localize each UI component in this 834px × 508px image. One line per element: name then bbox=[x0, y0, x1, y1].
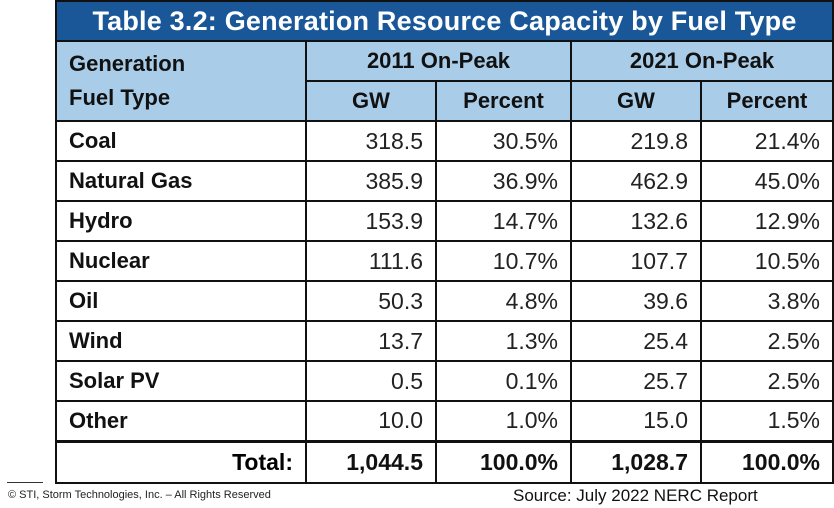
subheader-gw-2021: GW bbox=[570, 80, 702, 122]
gw-2021-cell: 132.6 bbox=[570, 200, 702, 242]
table-row: Nuclear 111.6 10.7% 107.7 10.5% bbox=[55, 240, 834, 282]
total-percent-2021: 100.0% bbox=[699, 439, 834, 484]
percent-2021-cell: 45.0% bbox=[699, 160, 834, 202]
fuel-label: Other bbox=[55, 400, 307, 442]
total-percent-2011: 100.0% bbox=[435, 439, 572, 484]
footer-divider bbox=[7, 482, 43, 483]
percent-2011-cell: 1.3% bbox=[435, 320, 572, 362]
total-label: Total: bbox=[55, 439, 307, 484]
fuel-label: Natural Gas bbox=[55, 160, 307, 202]
gw-2011-cell: 111.6 bbox=[305, 240, 437, 282]
gw-2011-cell: 13.7 bbox=[305, 320, 437, 362]
table-row: Wind 13.7 1.3% 25.4 2.5% bbox=[55, 320, 834, 362]
percent-2021-cell: 2.5% bbox=[699, 360, 834, 402]
table-row: Coal 318.5 30.5% 219.8 21.4% bbox=[55, 120, 834, 162]
fuel-type-header: Generation Fuel Type bbox=[55, 40, 307, 122]
fuel-label: Wind bbox=[55, 320, 307, 362]
table-row: Other 10.0 1.0% 15.0 1.5% bbox=[55, 400, 834, 442]
gw-2021-cell: 462.9 bbox=[570, 160, 702, 202]
fuel-label: Oil bbox=[55, 280, 307, 322]
table-title: Table 3.2: Generation Resource Capacity … bbox=[54, 0, 834, 42]
gw-2011-cell: 0.5 bbox=[305, 360, 437, 402]
percent-2011-cell: 1.0% bbox=[435, 400, 572, 442]
total-row: Total: 1,044.5 100.0% 1,028.7 100.0% bbox=[55, 439, 834, 484]
copyright-notice: © STI, Storm Technologies, Inc. – All Ri… bbox=[8, 489, 271, 501]
total-gw-2011: 1,044.5 bbox=[305, 439, 437, 484]
total-gw-2021: 1,028.7 bbox=[570, 439, 702, 484]
gw-2011-cell: 10.0 bbox=[305, 400, 437, 442]
percent-2021-cell: 3.8% bbox=[699, 280, 834, 322]
gw-2011-cell: 50.3 bbox=[305, 280, 437, 322]
percent-2011-cell: 36.9% bbox=[435, 160, 572, 202]
gw-2021-cell: 107.7 bbox=[570, 240, 702, 282]
fuel-type-header-line1: Generation bbox=[69, 51, 186, 76]
capacity-table: Table 3.2: Generation Resource Capacity … bbox=[54, 0, 834, 484]
percent-2021-cell: 10.5% bbox=[699, 240, 834, 282]
percent-2021-cell: 12.9% bbox=[699, 200, 834, 242]
gw-2021-cell: 25.4 bbox=[570, 320, 702, 362]
percent-2011-cell: 10.7% bbox=[435, 240, 572, 282]
percent-2021-cell: 2.5% bbox=[699, 320, 834, 362]
subheader-percent-2021: Percent bbox=[699, 80, 834, 122]
gw-2011-cell: 153.9 bbox=[305, 200, 437, 242]
fuel-type-header-line2: Fuel Type bbox=[69, 85, 171, 110]
subheader-percent-2011: Percent bbox=[435, 80, 572, 122]
fuel-label: Coal bbox=[55, 120, 307, 162]
gw-2021-cell: 15.0 bbox=[570, 400, 702, 442]
percent-2011-cell: 0.1% bbox=[435, 360, 572, 402]
percent-2011-cell: 14.7% bbox=[435, 200, 572, 242]
percent-2011-cell: 30.5% bbox=[435, 120, 572, 162]
gw-2021-cell: 39.6 bbox=[570, 280, 702, 322]
gw-2011-cell: 385.9 bbox=[305, 160, 437, 202]
percent-2021-cell: 1.5% bbox=[699, 400, 834, 442]
source-citation: Source: July 2022 NERC Report bbox=[513, 486, 758, 505]
subheader-gw-2011: GW bbox=[305, 80, 437, 122]
capacity-table-container: Table 3.2: Generation Resource Capacity … bbox=[54, 0, 834, 484]
table-row: Hydro 153.9 14.7% 132.6 12.9% bbox=[55, 200, 834, 242]
gw-2021-cell: 25.7 bbox=[570, 360, 702, 402]
table-row: Natural Gas 385.9 36.9% 462.9 45.0% bbox=[55, 160, 834, 202]
gw-2021-cell: 219.8 bbox=[570, 120, 702, 162]
period-header-2011: 2011 On-Peak bbox=[305, 40, 572, 82]
gw-2011-cell: 318.5 bbox=[305, 120, 437, 162]
fuel-label: Nuclear bbox=[55, 240, 307, 282]
table-row: Solar PV 0.5 0.1% 25.7 2.5% bbox=[55, 360, 834, 402]
table-row: Oil 50.3 4.8% 39.6 3.8% bbox=[55, 280, 834, 322]
fuel-label: Hydro bbox=[55, 200, 307, 242]
percent-2021-cell: 21.4% bbox=[699, 120, 834, 162]
percent-2011-cell: 4.8% bbox=[435, 280, 572, 322]
period-header-2021: 2021 On-Peak bbox=[569, 40, 834, 82]
fuel-label: Solar PV bbox=[55, 360, 307, 402]
